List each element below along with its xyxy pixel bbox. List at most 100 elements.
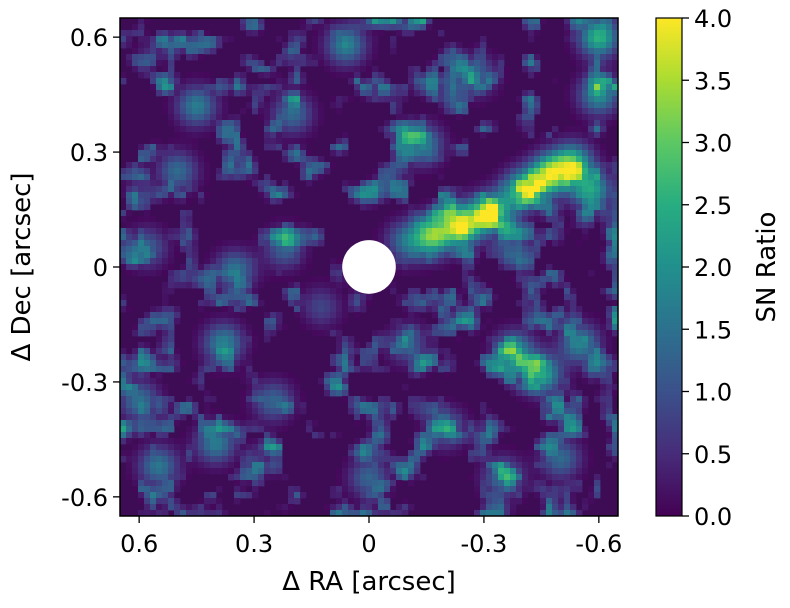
heatmap-cell bbox=[282, 372, 289, 379]
heatmap-cell bbox=[528, 150, 535, 157]
heatmap-cell bbox=[186, 276, 193, 283]
heatmap-cell bbox=[444, 288, 451, 295]
heatmap-cell bbox=[282, 84, 289, 91]
heatmap-cell bbox=[132, 456, 139, 463]
heatmap-cell bbox=[462, 264, 469, 271]
heatmap-cell bbox=[606, 258, 613, 265]
heatmap-cell bbox=[294, 258, 301, 265]
heatmap-cell bbox=[396, 168, 403, 175]
heatmap-cell bbox=[270, 132, 277, 139]
heatmap-cell bbox=[288, 48, 295, 55]
heatmap-cell bbox=[336, 282, 343, 289]
heatmap-cell bbox=[360, 186, 367, 193]
heatmap-cell bbox=[462, 54, 469, 61]
heatmap-cell bbox=[198, 36, 205, 43]
heatmap-cell bbox=[606, 60, 613, 67]
heatmap-cell bbox=[330, 306, 337, 313]
heatmap-cell bbox=[204, 174, 211, 181]
heatmap-cell bbox=[486, 408, 493, 415]
heatmap-cell bbox=[372, 348, 379, 355]
heatmap-cell bbox=[408, 300, 415, 307]
heatmap-cell bbox=[552, 336, 559, 343]
heatmap-cell bbox=[348, 24, 355, 31]
heatmap-cell bbox=[564, 360, 571, 367]
heatmap-cell bbox=[450, 210, 457, 217]
heatmap-cell bbox=[570, 222, 577, 229]
heatmap-cell bbox=[582, 342, 589, 349]
heatmap-cell bbox=[288, 372, 295, 379]
heatmap-cell bbox=[450, 54, 457, 61]
heatmap-cell bbox=[594, 372, 601, 379]
heatmap-cell bbox=[480, 54, 487, 61]
heatmap-cell bbox=[594, 96, 601, 103]
heatmap-cell bbox=[480, 402, 487, 409]
heatmap-cell bbox=[444, 96, 451, 103]
heatmap-cell bbox=[144, 204, 151, 211]
heatmap-cell bbox=[564, 222, 571, 229]
heatmap-cell bbox=[330, 282, 337, 289]
heatmap-cell bbox=[540, 150, 547, 157]
heatmap-cell bbox=[234, 162, 241, 169]
heatmap-cell bbox=[528, 108, 535, 115]
heatmap-cell bbox=[198, 342, 205, 349]
heatmap-cell bbox=[450, 102, 457, 109]
heatmap-cell bbox=[558, 216, 565, 223]
heatmap-cell bbox=[528, 348, 535, 355]
heatmap-cell bbox=[534, 324, 541, 331]
heatmap-cell bbox=[414, 348, 421, 355]
heatmap-cell bbox=[348, 198, 355, 205]
heatmap-cell bbox=[126, 462, 133, 469]
heatmap-cell bbox=[384, 474, 391, 481]
heatmap-cell bbox=[534, 54, 541, 61]
heatmap-cell bbox=[498, 180, 505, 187]
heatmap-cell bbox=[162, 420, 169, 427]
heatmap-cell bbox=[168, 456, 175, 463]
heatmap-cell bbox=[162, 384, 169, 391]
heatmap-cell bbox=[306, 156, 313, 163]
heatmap-cell bbox=[576, 510, 583, 516]
heatmap-cell bbox=[300, 150, 307, 157]
heatmap-cell bbox=[420, 228, 427, 235]
heatmap-cell bbox=[462, 438, 469, 445]
heatmap-cell bbox=[480, 342, 487, 349]
heatmap-cell bbox=[426, 330, 433, 337]
heatmap-cell bbox=[456, 420, 463, 427]
heatmap-cell bbox=[498, 420, 505, 427]
heatmap-cell bbox=[264, 432, 271, 439]
heatmap-cell bbox=[606, 30, 613, 37]
heatmap-cell bbox=[198, 54, 205, 61]
heatmap-cell bbox=[264, 258, 271, 265]
heatmap-cell bbox=[282, 294, 289, 301]
heatmap-cell bbox=[570, 84, 577, 91]
heatmap-cell bbox=[528, 396, 535, 403]
heatmap-cell bbox=[492, 192, 499, 199]
heatmap-cell bbox=[228, 372, 235, 379]
heatmap-cell bbox=[258, 396, 265, 403]
heatmap-cell bbox=[168, 156, 175, 163]
heatmap-cell bbox=[546, 162, 553, 169]
heatmap-cell bbox=[306, 114, 313, 121]
heatmap-cell bbox=[312, 312, 319, 319]
heatmap-cell bbox=[522, 312, 529, 319]
heatmap-cell bbox=[282, 324, 289, 331]
heatmap-cell bbox=[360, 414, 367, 421]
heatmap-cell bbox=[300, 288, 307, 295]
heatmap-cell bbox=[558, 492, 565, 499]
heatmap-cell bbox=[570, 468, 577, 475]
heatmap-cell bbox=[546, 432, 553, 439]
heatmap-cell bbox=[132, 354, 139, 361]
heatmap-cell bbox=[402, 120, 409, 127]
heatmap-cell bbox=[306, 84, 313, 91]
heatmap-cell bbox=[582, 468, 589, 475]
heatmap-cell bbox=[576, 102, 583, 109]
heatmap-cell bbox=[426, 246, 433, 253]
heatmap-cell bbox=[234, 462, 241, 469]
heatmap-cell bbox=[432, 324, 439, 331]
heatmap-cell bbox=[576, 456, 583, 463]
heatmap-cell bbox=[276, 228, 283, 235]
heatmap-cell bbox=[534, 66, 541, 73]
heatmap-cell bbox=[384, 336, 391, 343]
heatmap-cell bbox=[144, 498, 151, 505]
heatmap-cell bbox=[372, 456, 379, 463]
